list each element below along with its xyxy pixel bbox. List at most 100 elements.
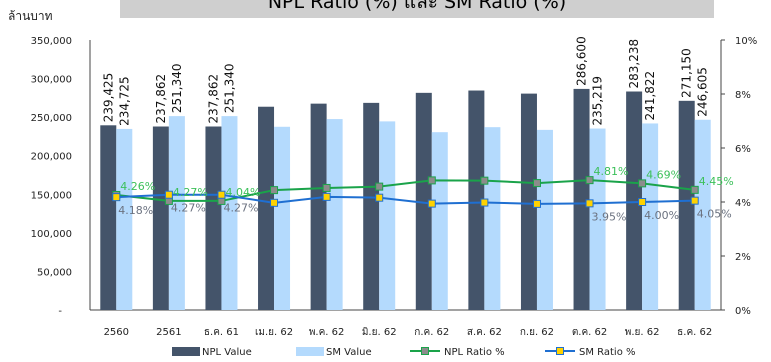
y2-tick-label: 0% [735,306,751,317]
npl-value-label: 237,862 [154,74,168,124]
npl-ratio-marker [480,176,489,185]
npl-value-label: 271,150 [680,48,694,98]
legend-marker [556,347,564,355]
sm-value-label: 251,340 [170,63,184,113]
npl-value-bar [520,93,537,310]
sm-value-bar [116,128,133,310]
npl-ratio-label: 4.69% [646,168,681,181]
sm-ratio-label: 4.05% [697,208,732,221]
sm-ratio-label: 4.00% [644,209,679,222]
y2-tick-label: 2% [735,252,751,263]
npl-ratio-marker [638,179,647,188]
legend-label: NPL Ratio % [444,347,505,358]
y-tick-label: 300,000 [31,75,72,86]
y-tick-label: 250,000 [31,113,72,124]
sm-value-bar [326,119,343,310]
y-tick-label: - [58,306,62,317]
x-tick-label: มิ.ย. 62 [362,327,397,338]
npl-value-bar [468,90,485,311]
sm-ratio-marker [112,193,121,202]
sm-value-label: 241,822 [643,71,657,121]
x-tick-label: เม.ย. 62 [255,327,293,338]
y-tick-label: 200,000 [31,152,72,163]
sm-ratio-marker [690,196,699,205]
x-tick-label: ต.ค. 62 [572,327,607,338]
sm-value-bar [274,126,291,311]
npl-ratio-label: 4.04% [225,186,260,199]
x-tick-label: 2561 [156,327,181,338]
npl-ratio-marker [585,176,594,185]
sm-value-bar [536,129,553,310]
legend-label: SM Value [326,347,372,358]
sm-ratio-marker [270,198,279,207]
sm-ratio-marker [480,198,489,207]
x-tick-label: ส.ค. 62 [467,327,502,338]
sm-value-bar [589,128,606,310]
y-tick-label: 150,000 [31,190,72,201]
npl-ratio-label: 4.45% [699,175,734,188]
npl-ratio-label: 4.27% [173,186,208,199]
npl-value-bar [310,103,327,311]
x-tick-label: 2560 [104,327,129,338]
sm-ratio-marker [164,190,173,199]
sm-value-label: 246,605 [696,67,710,117]
sm-value-label: 251,340 [222,63,236,113]
sm-ratio-label: 4.27% [171,202,206,215]
legend-label: NPL Value [202,347,252,358]
y-tick-label: 350,000 [31,36,72,47]
y2-tick-label: 8% [735,90,751,101]
y-axis-title: ล้านบาท [8,9,53,23]
npl-value-bar [100,125,117,310]
sm-ratio-label: 4.27% [223,202,258,215]
legend-marker [421,347,429,355]
sm-value-bar [431,132,448,310]
legend-swatch [172,347,200,356]
x-tick-label: ก.ค. 62 [414,327,449,338]
sm-value-bar [379,121,396,310]
x-tick-label: พ.ย. 62 [625,327,660,338]
sm-value-bar [642,123,659,310]
sm-ratio-label: 3.95% [592,210,627,223]
npl-value-label: 286,600 [575,36,589,86]
npl-value-bar [678,100,695,310]
y-tick-label: 50,000 [37,267,72,278]
npl-ratio-line [116,179,695,202]
legend-swatch [296,347,324,356]
sm-ratio-marker [532,199,541,208]
y2-tick-label: 10% [735,36,757,47]
npl-value-label: 283,238 [627,39,641,89]
npl-ratio-marker [270,186,279,195]
sm-ratio-marker [427,199,436,208]
npl-ratio-marker [375,182,384,191]
chart-title: NPL Ratio (%) และ SM Ratio (%) [120,0,714,18]
npl-ratio-marker [532,179,541,188]
npl-ratio-marker [427,176,436,185]
npl-value-bar [205,126,222,310]
npl-ratio-marker [690,185,699,194]
npl-ratio-label: 4.81% [594,165,629,178]
y2-tick-label: 6% [735,144,751,155]
sm-ratio-marker [322,192,331,201]
sm-value-bar [168,116,185,310]
sm-value-bar [221,116,238,310]
npl-value-bar [573,88,590,310]
x-tick-label: ธ.ค. 61 [204,327,239,338]
x-tick-label: ธ.ค. 62 [677,327,712,338]
npl-value-label: 237,862 [206,74,220,124]
npl-value-label: 239,425 [101,73,115,123]
sm-value-label: 235,219 [591,76,605,126]
legend-label: SM Ratio % [579,347,636,358]
sm-value-bar [694,119,711,310]
sm-ratio-marker [585,199,594,208]
npl-value-bar [363,102,380,310]
y2-tick-label: 4% [735,198,751,209]
npl-value-bar [415,92,432,310]
npl-ratio-label: 4.26% [120,180,155,193]
sm-ratio-marker [375,193,384,202]
sm-ratio-marker [638,198,647,206]
sm-value-bar [484,127,501,311]
sm-ratio-line [116,193,695,205]
npl-ratio-marker [322,183,331,192]
npl-value-bar [626,91,643,311]
